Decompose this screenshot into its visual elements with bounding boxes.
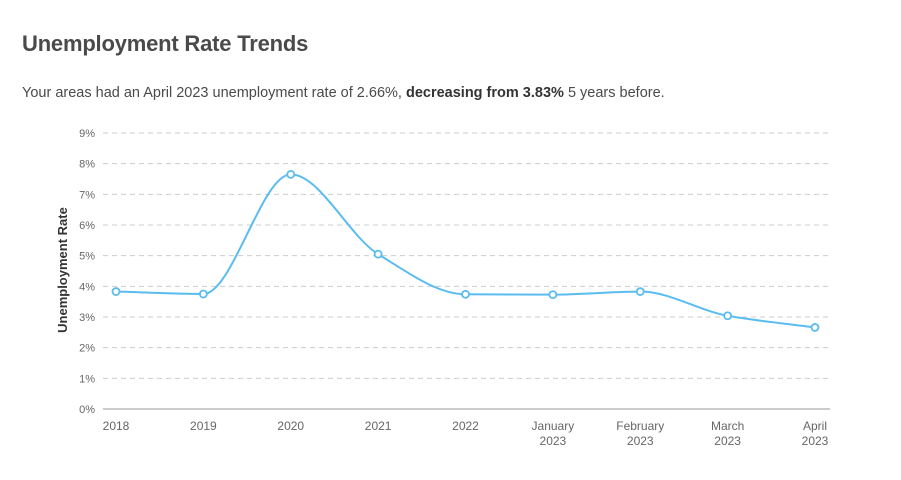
y-tick-label: 7% — [79, 189, 95, 201]
data-point[interactable] — [548, 290, 558, 300]
series — [115, 173, 816, 329]
x-tick-label: 2021 — [365, 419, 392, 433]
y-tick-label: 2% — [79, 343, 95, 355]
y-tick-label: 9% — [79, 128, 95, 140]
data-point[interactable] — [461, 289, 470, 299]
y-tick-label: 5% — [79, 251, 95, 263]
data-point[interactable] — [373, 249, 383, 259]
summary-suffix: 5 years before. — [563, 85, 665, 101]
data-point[interactable] — [723, 311, 733, 321]
y-axis-label: Unemployment Rate — [55, 207, 70, 333]
y-tick-label: 1% — [79, 373, 95, 385]
y-axis-ticks: 0% 1% 2% 3% 4% 5% 6% 7% 8% 9% — [79, 128, 95, 416]
data-point[interactable] — [198, 289, 208, 299]
grid-lines — [103, 132, 830, 410]
x-tick-label: April 2023 — [802, 419, 829, 448]
x-tick-label: 2018 — [103, 419, 130, 433]
summary-prefix: Your areas had an April 2023 unemploymen… — [22, 85, 406, 101]
y-tick-label: 8% — [79, 159, 95, 171]
summary-text: Your areas had an April 2023 unemploymen… — [22, 85, 665, 101]
x-tick-label: March 2023 — [711, 419, 744, 448]
page-title: Unemployment Rate Trends — [22, 31, 309, 56]
x-tick-label: 2019 — [190, 419, 217, 433]
x-tick-label: January 2023 — [532, 419, 575, 448]
y-tick-label: 0% — [79, 404, 95, 416]
data-point[interactable] — [810, 323, 820, 332]
x-tick-label: February 2023 — [616, 419, 664, 448]
y-tick-label: 6% — [79, 220, 95, 232]
x-tick-label: 2022 — [452, 419, 479, 433]
x-axis-ticks: 2018 2019 2020 2021 2022 January 2023 February 2… — [103, 419, 829, 448]
data-points — [111, 169, 820, 332]
x-tick-label: 2020 — [277, 419, 304, 433]
y-tick-label: 4% — [79, 281, 95, 293]
y-tick-label: 3% — [79, 312, 95, 324]
summary-highlight: decreasing from 3.83% — [405, 85, 564, 101]
data-point[interactable] — [635, 287, 645, 296]
series-line — [115, 173, 816, 329]
data-point[interactable] — [111, 287, 121, 296]
data-point[interactable] — [286, 169, 296, 179]
